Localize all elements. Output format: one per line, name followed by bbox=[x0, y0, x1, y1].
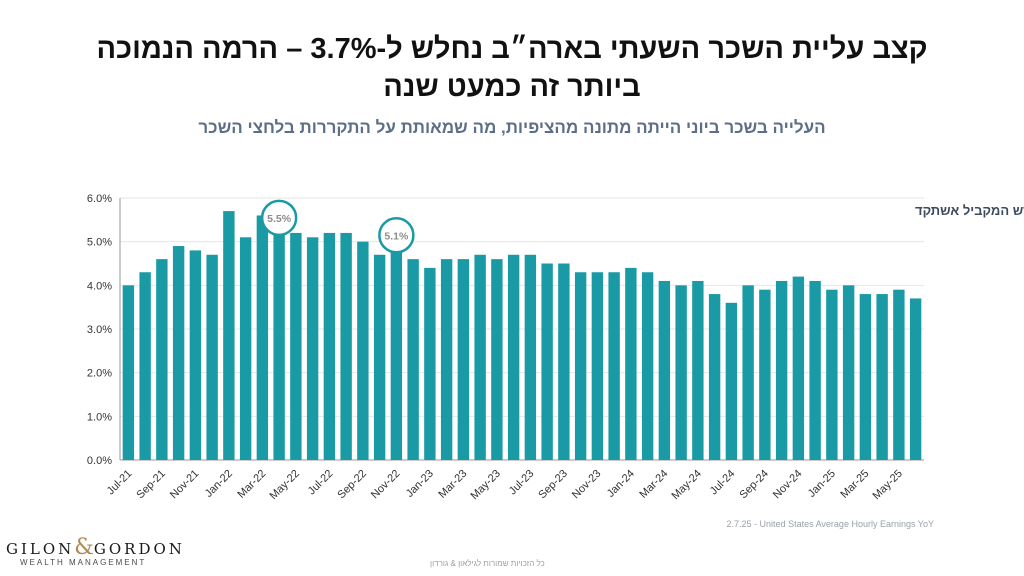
bar bbox=[206, 254, 218, 460]
x-tick-label: Mar-22 bbox=[235, 468, 268, 501]
bar bbox=[474, 254, 486, 460]
bar bbox=[809, 280, 821, 460]
bar bbox=[708, 294, 721, 460]
x-tick-label: May-23 bbox=[469, 468, 503, 502]
logo-name-right: GORDON bbox=[93, 540, 185, 558]
x-tick-label: Mar-23 bbox=[436, 468, 469, 501]
x-tick-label: Jan-24 bbox=[605, 468, 637, 500]
annotation-circle bbox=[260, 199, 298, 237]
x-tick-label: Jul-22 bbox=[306, 468, 336, 498]
y-tick-label: 6.0% bbox=[87, 193, 112, 205]
copyright-note: כל הזכויות שמורות לגילאון & גורדון bbox=[430, 559, 545, 568]
page-title: קצב עליית השכר השעתי בארה״ב נחלש ל-3.7% … bbox=[40, 30, 984, 106]
x-tick-label: Sep-21 bbox=[134, 468, 168, 502]
bar bbox=[189, 250, 202, 460]
y-tick-label: 2.0% bbox=[87, 368, 112, 380]
y-tick-label: 0.0% bbox=[87, 455, 112, 467]
y-tick-label: 1.0% bbox=[87, 411, 112, 423]
bar bbox=[122, 285, 135, 460]
bar bbox=[792, 276, 805, 460]
title-line-1: קצב עליית השכר השעתי בארה״ב נחלש ל-3.7% … bbox=[96, 33, 928, 65]
bar bbox=[558, 263, 570, 460]
x-tick-label: Jul-23 bbox=[507, 468, 537, 498]
bar bbox=[306, 237, 319, 460]
x-tick-label: Jul-21 bbox=[105, 468, 135, 498]
bar bbox=[524, 254, 537, 460]
bar bbox=[742, 285, 754, 460]
x-tick-label: Mar-24 bbox=[637, 468, 670, 501]
bar bbox=[273, 219, 285, 460]
bar bbox=[507, 254, 520, 460]
bar bbox=[156, 259, 168, 460]
x-tick-label: Sep-24 bbox=[737, 468, 771, 502]
bar bbox=[457, 259, 470, 460]
bar bbox=[859, 294, 872, 460]
x-tick-label: Jan-23 bbox=[404, 468, 436, 500]
x-tick-label: May-24 bbox=[670, 468, 704, 502]
bar bbox=[675, 285, 687, 460]
bar bbox=[893, 289, 905, 460]
page-subtitle: העלייה בשכר ביוני הייתה מתונה מהציפיות, … bbox=[198, 118, 826, 137]
company-logo: GILON&GORDON WEALTH MANAGEMENT bbox=[6, 535, 182, 575]
bar bbox=[390, 237, 403, 460]
bar bbox=[424, 267, 436, 460]
bar bbox=[340, 232, 352, 460]
annotation-label: 5.1% bbox=[384, 230, 409, 242]
bar bbox=[357, 241, 369, 460]
bar bbox=[239, 237, 252, 460]
bar bbox=[725, 302, 738, 460]
bar bbox=[323, 232, 336, 460]
x-tick-label: Jan-22 bbox=[203, 468, 235, 500]
bar bbox=[290, 232, 302, 460]
x-tick-label: Sep-22 bbox=[335, 468, 369, 502]
bar bbox=[172, 246, 185, 460]
bar bbox=[608, 272, 620, 460]
bar bbox=[692, 280, 704, 460]
bar bbox=[759, 289, 771, 460]
y-tick-label: 3.0% bbox=[87, 324, 112, 336]
bar bbox=[625, 267, 637, 460]
logo-name-left: GILON bbox=[6, 540, 75, 558]
title-line-2: ביותר זה כמעט שנה bbox=[383, 71, 641, 103]
bar bbox=[440, 259, 453, 460]
bar bbox=[491, 259, 503, 460]
bar bbox=[574, 272, 587, 460]
bar bbox=[591, 272, 604, 460]
bar bbox=[541, 263, 553, 460]
bar bbox=[826, 289, 838, 460]
x-tick-label: Nov-24 bbox=[771, 468, 805, 502]
bar bbox=[139, 272, 151, 460]
logo-tagline: WEALTH MANAGEMENT bbox=[20, 558, 147, 567]
bar bbox=[876, 294, 888, 460]
x-tick-label: Sep-23 bbox=[536, 468, 570, 502]
bar bbox=[223, 211, 235, 460]
logo-ampersand: & bbox=[74, 535, 94, 560]
y-tick-label: 4.0% bbox=[87, 280, 112, 292]
y-tick-label: 5.0% bbox=[87, 237, 112, 249]
bar bbox=[407, 259, 419, 460]
bar bbox=[373, 254, 386, 460]
chart-title: השינוי בשכר השעתי - ביחס לחודש המקביל אש… bbox=[915, 203, 1024, 218]
x-tick-label: May-22 bbox=[268, 468, 302, 502]
annotation-label: 5.5% bbox=[267, 213, 292, 225]
bar bbox=[256, 215, 269, 460]
bar bbox=[658, 280, 671, 460]
x-tick-label: May-25 bbox=[871, 468, 905, 502]
source-note: 2.7.25 - United States Average Hourly Ea… bbox=[726, 519, 934, 529]
logo-wordmark: GILON&GORDON bbox=[6, 535, 182, 560]
x-tick-label: Nov-23 bbox=[570, 468, 604, 502]
bar bbox=[909, 298, 922, 460]
x-tick-label: Nov-22 bbox=[369, 468, 403, 502]
x-tick-label: Nov-21 bbox=[168, 468, 202, 502]
annotation-circle bbox=[378, 217, 415, 254]
bar bbox=[775, 280, 788, 460]
bar bbox=[641, 272, 654, 460]
x-tick-label: Jul-24 bbox=[708, 468, 738, 498]
x-tick-label: Mar-25 bbox=[838, 468, 871, 501]
x-tick-label: Jan-25 bbox=[806, 468, 838, 500]
bar bbox=[842, 285, 855, 460]
